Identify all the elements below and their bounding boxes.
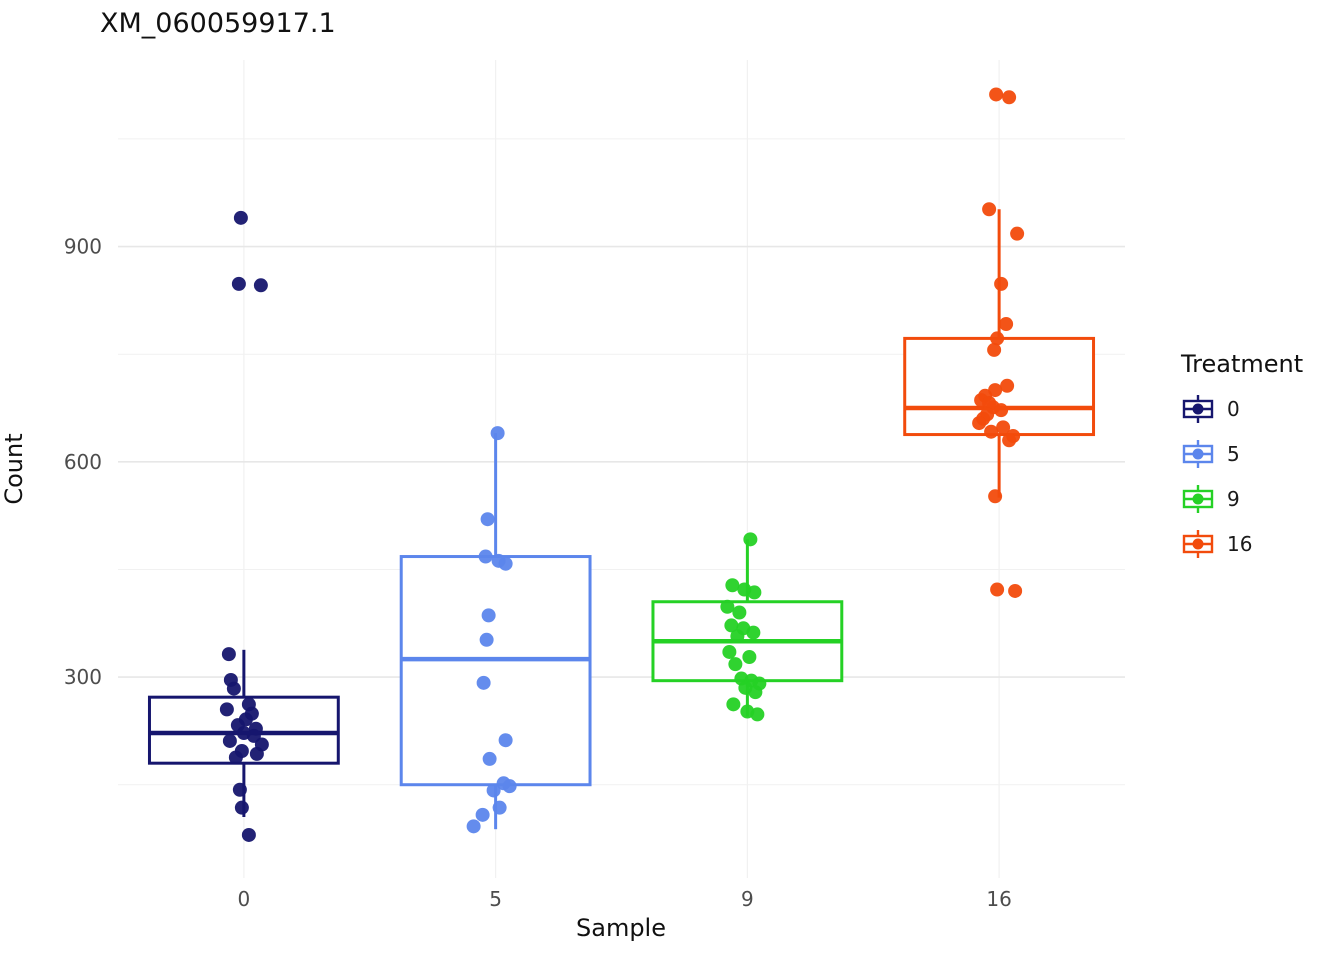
data-point bbox=[481, 608, 496, 623]
data-point bbox=[475, 807, 490, 822]
data-point bbox=[989, 87, 1004, 102]
data-point bbox=[728, 657, 743, 672]
data-point bbox=[994, 403, 1009, 418]
data-point bbox=[228, 750, 243, 765]
data-point bbox=[746, 625, 761, 640]
data-point bbox=[732, 605, 747, 620]
x-tick-label: 16 bbox=[986, 887, 1011, 911]
data-point bbox=[479, 632, 494, 647]
data-point bbox=[1002, 90, 1017, 105]
data-point bbox=[466, 819, 481, 834]
legend-label: 0 bbox=[1227, 397, 1240, 421]
data-point bbox=[490, 426, 505, 441]
data-point bbox=[486, 783, 501, 798]
y-tick-label: 600 bbox=[64, 450, 102, 474]
data-point bbox=[502, 779, 517, 794]
data-point bbox=[996, 420, 1011, 435]
data-point bbox=[972, 416, 987, 431]
data-point bbox=[492, 800, 507, 815]
data-point bbox=[743, 532, 758, 547]
data-point bbox=[482, 751, 497, 766]
data-point bbox=[480, 512, 495, 527]
data-point bbox=[233, 210, 248, 225]
data-point bbox=[990, 582, 1005, 597]
data-point bbox=[748, 685, 763, 700]
data-point bbox=[725, 578, 740, 593]
y-tick-label: 300 bbox=[64, 665, 102, 689]
data-point bbox=[730, 629, 745, 644]
data-point bbox=[221, 647, 236, 662]
y-axis-title: Count bbox=[0, 433, 28, 505]
x-tick-label: 9 bbox=[741, 887, 754, 911]
data-point bbox=[724, 618, 739, 633]
data-point bbox=[984, 424, 999, 439]
data-point bbox=[750, 707, 765, 722]
legend-entry: 9 bbox=[1181, 482, 1303, 516]
data-point bbox=[726, 697, 741, 712]
data-point bbox=[994, 276, 1009, 291]
legend-boxplot-icon bbox=[1182, 530, 1214, 558]
y-tick-label: 900 bbox=[64, 235, 102, 259]
legend-entry: 0 bbox=[1181, 392, 1303, 426]
data-point bbox=[720, 599, 735, 614]
legend-title: Treatment bbox=[1181, 350, 1304, 378]
data-point bbox=[249, 746, 264, 761]
data-point bbox=[478, 549, 493, 564]
x-axis-title: Sample bbox=[576, 914, 666, 942]
data-point bbox=[747, 585, 762, 600]
data-point bbox=[219, 702, 234, 717]
data-point bbox=[990, 331, 1005, 346]
data-point bbox=[1010, 226, 1025, 241]
box bbox=[399, 555, 592, 787]
data-point bbox=[498, 556, 513, 571]
legend-entry: 16 bbox=[1181, 527, 1303, 561]
chart-title: XM_060059917.1 bbox=[100, 8, 336, 39]
data-point bbox=[988, 489, 1003, 504]
data-point bbox=[234, 800, 249, 815]
legend-boxplot-icon bbox=[1182, 395, 1214, 423]
x-tick-label: 0 bbox=[238, 887, 251, 911]
data-point bbox=[722, 644, 737, 659]
legend-boxplot-icon bbox=[1182, 440, 1214, 468]
data-point bbox=[231, 276, 246, 291]
data-point bbox=[232, 782, 247, 797]
data-point bbox=[742, 649, 757, 664]
data-point bbox=[987, 342, 1002, 357]
data-point bbox=[1008, 583, 1023, 598]
data-point bbox=[1002, 433, 1017, 448]
x-tick-label: 5 bbox=[489, 887, 502, 911]
legend: Treatment 0 5 9 16 bbox=[1181, 350, 1303, 572]
legend-label: 5 bbox=[1227, 442, 1240, 466]
data-point bbox=[476, 675, 491, 690]
data-point bbox=[498, 733, 513, 748]
data-point bbox=[1000, 378, 1015, 393]
legend-boxplot-icon bbox=[1182, 485, 1214, 513]
data-point bbox=[222, 733, 237, 748]
legend-label: 9 bbox=[1227, 487, 1240, 511]
legend-label: 16 bbox=[1227, 532, 1253, 556]
data-point bbox=[226, 681, 241, 696]
data-point bbox=[253, 278, 268, 293]
data-point bbox=[241, 827, 256, 842]
legend-entries: 0 5 9 16 bbox=[1181, 392, 1303, 561]
data-point bbox=[982, 202, 997, 217]
data-point bbox=[999, 317, 1014, 332]
legend-entry: 5 bbox=[1181, 437, 1303, 471]
